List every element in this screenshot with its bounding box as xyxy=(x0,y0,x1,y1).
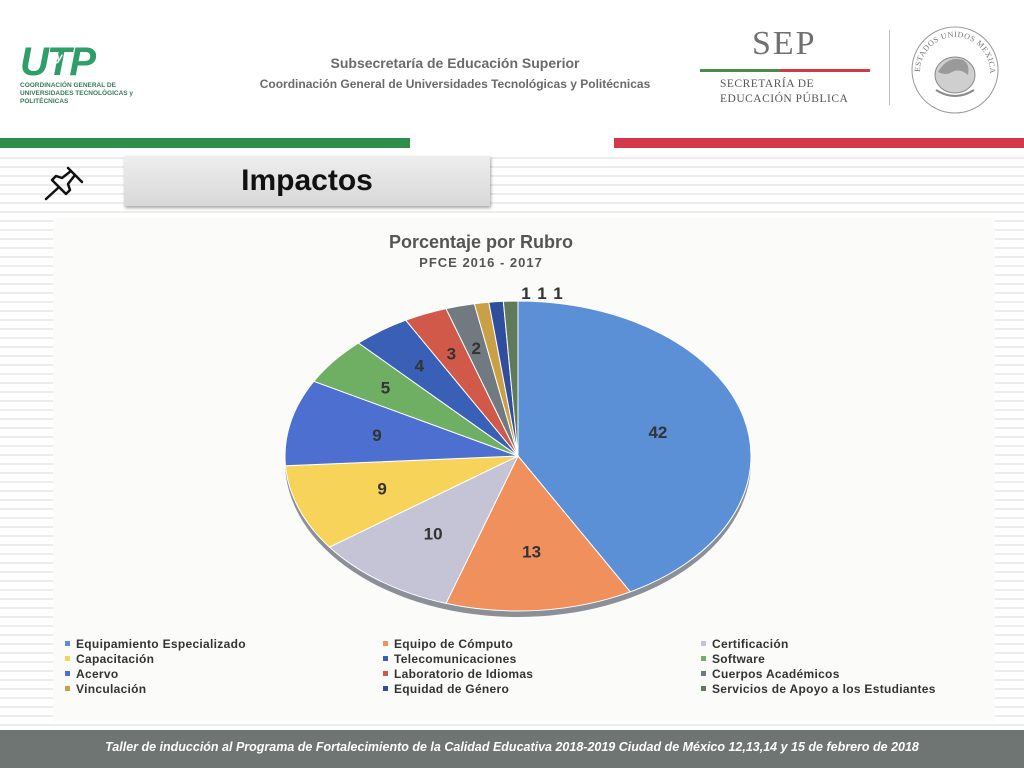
legend-label: Laboratorio de Idiomas xyxy=(394,666,534,681)
chart-title: Porcentaje por Rubro xyxy=(388,232,574,252)
pie-slice-certificaci-n xyxy=(328,454,520,604)
legend-label: Equipamiento Especializado xyxy=(76,636,246,651)
sep-logo: SEP SECRETARÍA DE EDUCACIÓN PÚBLICA xyxy=(700,25,870,115)
pie-data-label: 3 xyxy=(447,345,456,364)
sep-red-bar xyxy=(780,69,870,72)
legend-swatch xyxy=(65,671,70,676)
legend-label: Equipo de Cómputo xyxy=(394,636,514,651)
footer: Taller de inducción al Programa de Forta… xyxy=(0,730,1024,768)
legend-swatch xyxy=(701,671,706,676)
utp-logo-y: y xyxy=(56,50,63,64)
legend-item: Acervo xyxy=(65,666,383,681)
legend-swatch xyxy=(701,656,706,661)
legend-label: Software xyxy=(712,651,766,666)
legend-swatch xyxy=(65,656,70,661)
pie-slice-servicios-de-apoyo-a-los-estudiantes xyxy=(502,300,519,457)
pushpin-icon xyxy=(44,166,84,201)
legend-label: Equidad de Género xyxy=(394,681,510,696)
legend-item: Software xyxy=(701,651,985,666)
pie-slice-equipo-de-c-mputo xyxy=(445,455,632,612)
header: UTP y COORDINACIÓN GENERAL DE UNIVERSIDA… xyxy=(0,0,1024,148)
coordinacion-label: Coordinación General de Universidades Te… xyxy=(259,77,651,91)
legend-swatch xyxy=(65,641,70,646)
legend-item: Capacitación xyxy=(65,651,383,666)
pie-data-label: 1 xyxy=(553,284,562,303)
legend-label: Certificación xyxy=(712,636,789,651)
national-seal-icon: ESTADOS UNIDOS MEXICANOS xyxy=(908,20,999,114)
legend-item: Telecomunicaciones xyxy=(383,651,701,666)
legend-label: Telecomunicaciones xyxy=(394,651,517,666)
legend-item: Cuerpos Académicos xyxy=(701,666,985,681)
utp-logo: UTP y COORDINACIÓN GENERAL DE UNIVERSIDA… xyxy=(18,40,133,110)
legend-swatch xyxy=(65,686,70,691)
sep-logo-subtitle: SECRETARÍA DE EDUCACIÓN PÚBLICA xyxy=(720,77,870,107)
green-band xyxy=(0,138,410,148)
chart-subtitle: PFCE 2016 - 2017 xyxy=(419,255,543,270)
slide-title: Impactos xyxy=(241,164,373,197)
legend-label: Acervo xyxy=(76,666,119,681)
legend-item: Servicios de Apoyo a los Estudiantes xyxy=(701,681,985,696)
pie-data-label: 10 xyxy=(424,525,443,544)
subsecretaria-label: Subsecretaría de Educación Superior xyxy=(330,55,580,71)
legend-item: Equipamiento Especializado xyxy=(65,636,383,651)
pie-data-label: 9 xyxy=(372,426,381,445)
pie-slice-acervo xyxy=(284,380,519,467)
pie-data-label: 5 xyxy=(381,379,390,398)
sep-green-bar xyxy=(700,69,780,72)
utp-logo-text: UTP xyxy=(20,40,96,84)
pie-data-label: 2 xyxy=(472,339,481,358)
legend-label: Vinculación xyxy=(76,681,147,696)
chart-area: Porcentaje por Rubro PFCE 2016 - 2017 42… xyxy=(53,218,995,722)
legend-swatch xyxy=(701,641,706,646)
pie-slice-capacitaci-n xyxy=(284,455,519,548)
chart-title-block: Porcentaje por Rubro PFCE 2016 - 2017 xyxy=(53,232,989,270)
legend-label: Cuerpos Académicos xyxy=(712,666,840,681)
pie-slice-equipamiento-especializado xyxy=(517,300,752,593)
pie-data-label: 1 xyxy=(521,284,530,303)
sep-line-1: SECRETARÍA DE xyxy=(720,78,815,90)
sep-line-2: EDUCACIÓN PÚBLICA xyxy=(720,93,849,105)
slide-title-box: Impactos xyxy=(124,156,490,206)
utp-logo-subtext: COORDINACIÓN GENERAL DE UNIVERSIDADES TE… xyxy=(20,82,134,105)
legend-swatch xyxy=(383,671,388,676)
pie-data-label: 1 xyxy=(537,284,546,303)
pie-data-label: 13 xyxy=(522,543,541,562)
pie-data-label: 42 xyxy=(648,423,667,442)
pie-data-label: 4 xyxy=(415,357,425,376)
legend-item: Vinculación xyxy=(65,681,383,696)
legend-swatch xyxy=(701,686,706,691)
legend-label: Servicios de Apoyo a los Estudiantes xyxy=(712,681,936,696)
legend-swatch xyxy=(383,641,388,646)
legend-item: Equidad de Género xyxy=(383,681,701,696)
legend-item: Certificación xyxy=(701,636,985,651)
legend-label: Capacitación xyxy=(76,651,155,666)
legend-item: Laboratorio de Idiomas xyxy=(383,666,701,681)
institution-heading: Subsecretaría de Educación Superior Coor… xyxy=(240,55,670,91)
legend-swatch xyxy=(383,686,388,691)
red-band xyxy=(614,138,1024,148)
header-divider xyxy=(889,30,890,105)
footer-text: Taller de inducción al Programa de Forta… xyxy=(105,740,919,754)
legend-item: Equipo de Cómputo xyxy=(383,636,701,651)
legend-swatch xyxy=(383,656,388,661)
sep-logo-title: SEP xyxy=(752,25,817,62)
pie-data-label: 9 xyxy=(377,480,386,499)
chart-legend: Equipamiento Especializado Equipo de Cómp… xyxy=(65,636,985,696)
